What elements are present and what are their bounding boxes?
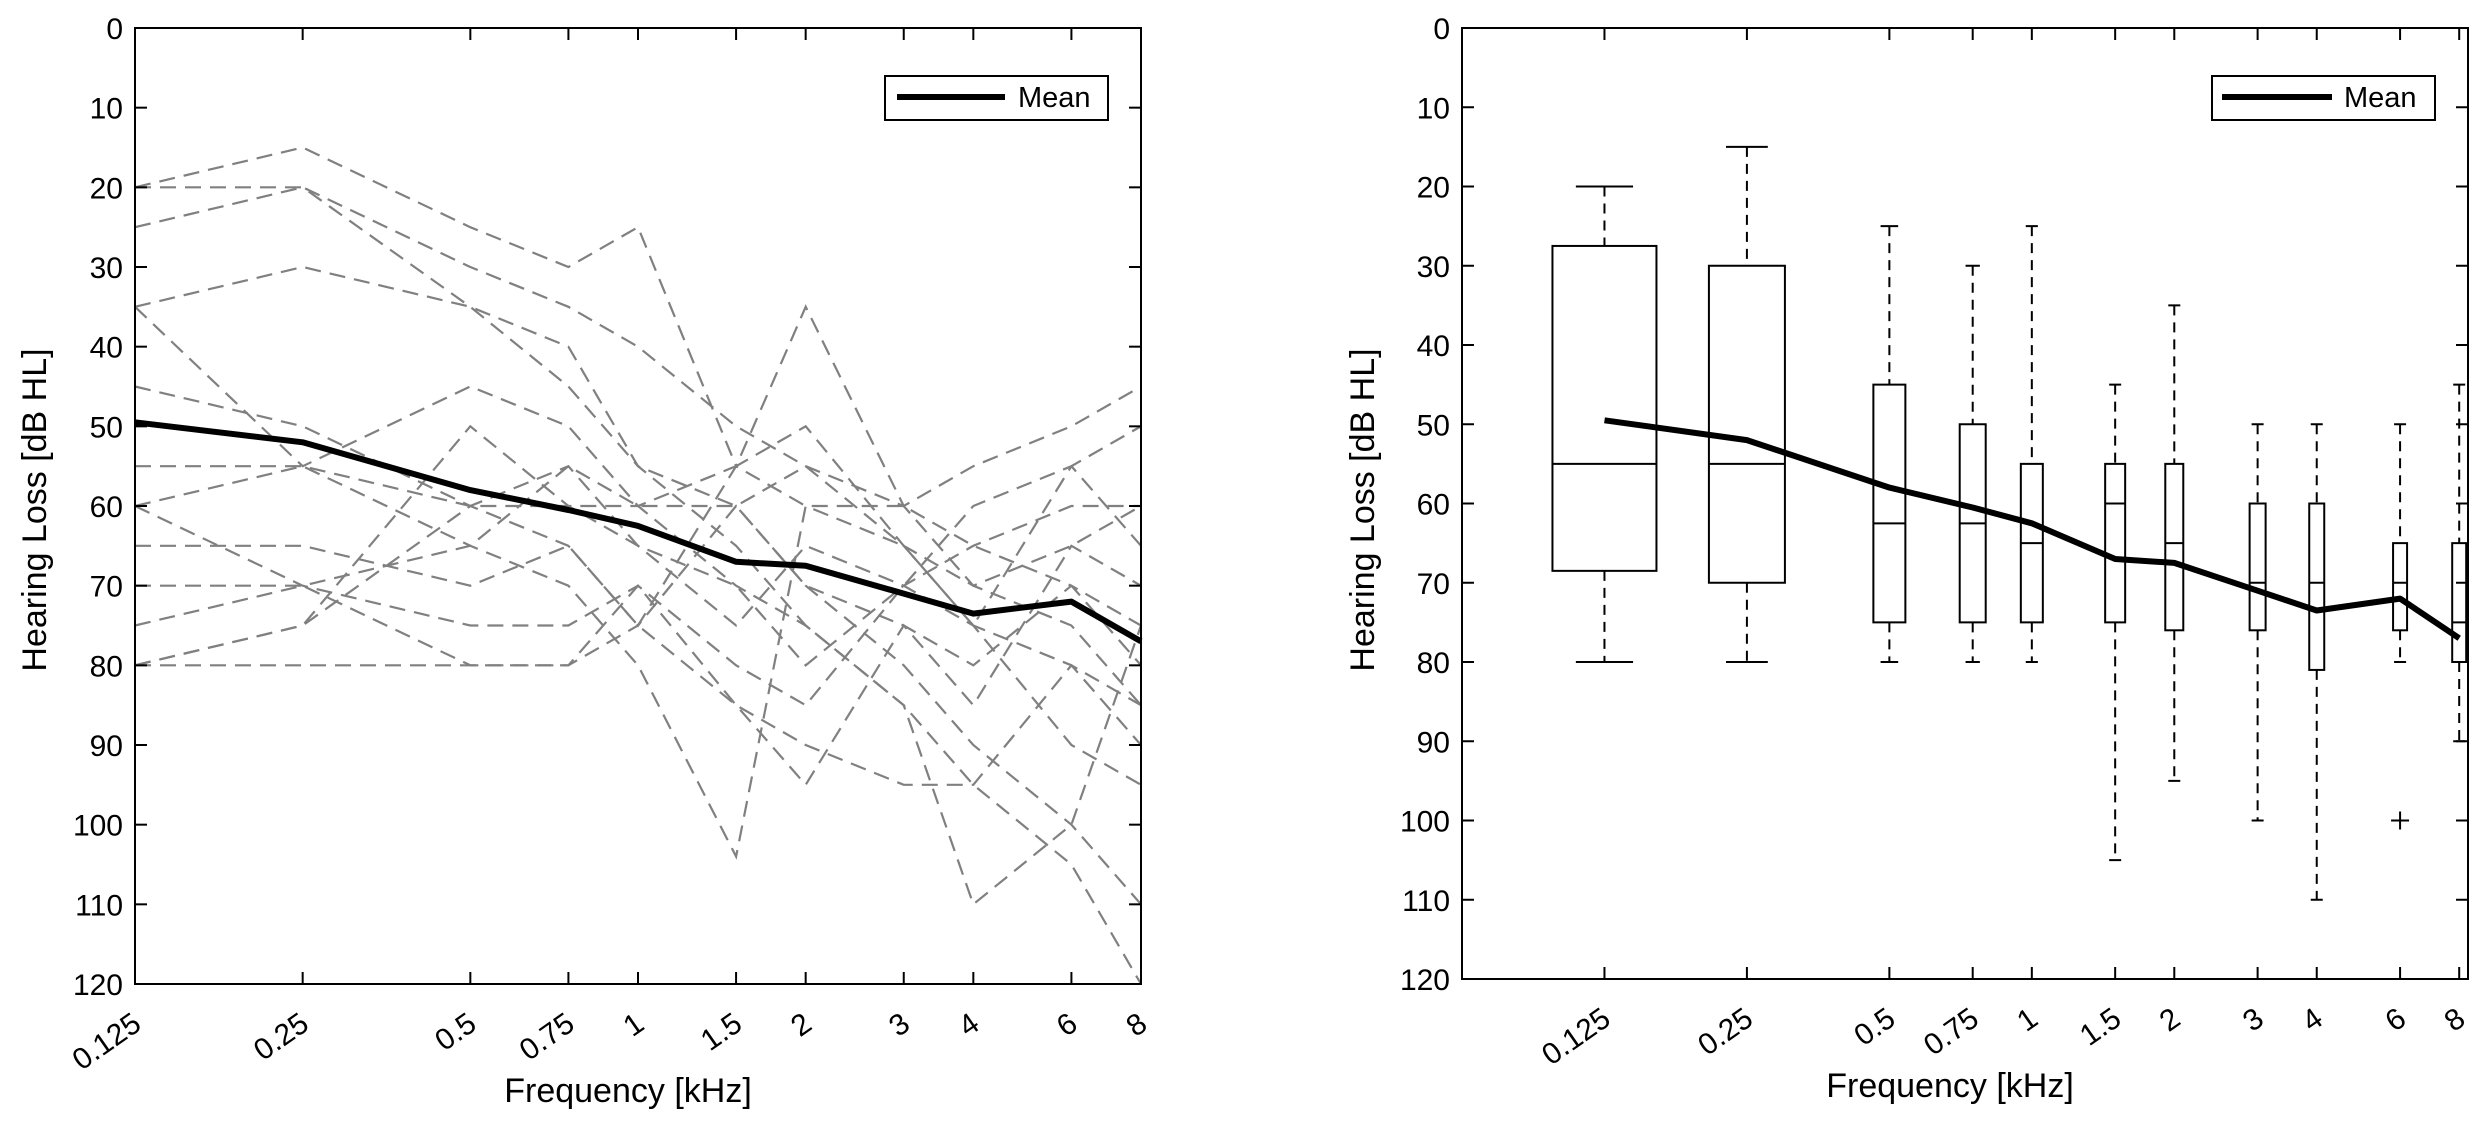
box-iqr [1551,244,1658,572]
left-ytick-label: 40 [90,332,123,365]
box-iqr [1872,383,1907,624]
left-ylabel: Hearing Loss [dB HL] [16,348,54,671]
left-ytick-label: 110 [75,889,123,922]
right-ytick-label: 70 [1417,568,1450,601]
box-iqr [2451,542,2468,663]
individual-line [134,464,1142,707]
left-xtick-label: 6 [1051,1007,1084,1044]
right-ytick-label: 90 [1417,726,1450,759]
left-axis-ticks: 0 10 20 30 40 50 60 70 80 90 100 110 120 0.125 0.25 0.5… [67,13,1153,1077]
right-ylabel: Hearing Loss [dB HL] [1344,348,1382,671]
left-ytick-label: 10 [90,93,123,126]
right-xtick-label: 2 [2154,1002,2187,1039]
left-chart-panel: 0 10 20 30 40 50 60 70 80 90 100 110 120 0.125 0.25 0.5… [16,13,1153,1110]
mean-line [134,419,1143,645]
box-iqr [2104,462,2127,624]
left-ytick-label: 100 [73,810,123,843]
left-individual-lines [134,146,1143,985]
left-ytick-label: 50 [90,411,123,444]
right-xtick-label: 6 [2379,1002,2412,1039]
left-xtick-label: 0.125 [67,1007,147,1077]
right-xtick-label: 1.5 [2074,1002,2127,1053]
left-xtick-label: 4 [953,1007,986,1044]
individual-line [134,464,1141,667]
right-xtick-label: 3 [2237,1002,2270,1039]
right-ytick-label: 30 [1417,251,1450,284]
box-iqr [2248,502,2267,632]
left-ytick-label: 70 [90,571,123,604]
right-ytick-label: 50 [1417,409,1450,442]
right-xtick-label: 4 [2296,1002,2329,1039]
right-ytick-label: 40 [1417,330,1450,363]
individual-line [134,465,1142,860]
left-legend-label: Mean [1018,82,1091,114]
left-ytick-label: 80 [90,650,123,683]
individual-line [135,464,1142,667]
left-ytick-label: 60 [90,491,123,524]
right-ytick-label: 110 [1402,885,1450,918]
individual-line [135,464,1142,706]
individual-line [134,306,1143,907]
individual-line [134,265,1142,906]
right-ytick-label: 0 [1433,13,1450,46]
box-iqr [1707,264,1786,584]
left-xtick-label: 0.5 [429,1007,482,1058]
right-ytick-label: 100 [1400,806,1450,839]
right-mean-layer [1604,417,2461,641]
left-ytick-label: 20 [90,172,123,205]
individual-line [134,504,1142,667]
box-iqr [2164,462,2185,632]
right-xtick-label: 1 [2011,1002,2044,1039]
left-xtick-label: 2 [785,1007,818,1044]
individual-line [134,385,1142,786]
right-xtick-label: 0.75 [1918,1002,1985,1063]
right-boxplots [1551,145,2468,901]
left-ytick-label: 120 [73,969,123,1002]
right-xtick-label: 8 [2439,1002,2472,1039]
individual-line [135,186,1142,985]
individual-line [134,424,1142,786]
box-iqr [2308,502,2326,671]
right-legend-label: Mean [2344,82,2417,114]
individual-line [135,544,1142,787]
right-legend: Mean [2211,75,2436,121]
left-legend: Mean [884,75,1109,121]
left-xtick-label: 0.25 [248,1007,315,1068]
box-iqr [2392,542,2409,632]
right-ytick-label: 60 [1417,489,1450,522]
right-xtick-label: 0.25 [1692,1002,1759,1063]
individual-line [135,304,1142,508]
right-xlabel: Frequency [kHz] [1826,1067,2074,1105]
right-xtick-label: 0.5 [1848,1002,1901,1053]
left-xtick-label: 0.75 [514,1007,581,1068]
left-xtick-label: 1.5 [695,1007,748,1058]
left-xtick-label: 1 [617,1007,650,1044]
left-ytick-label: 90 [90,730,123,763]
right-ytick-label: 120 [1400,964,1450,997]
left-xtick-label: 3 [883,1007,916,1044]
left-xtick-label: 8 [1120,1007,1153,1044]
right-ytick-label: 20 [1417,172,1450,205]
left-xlabel: Frequency [kHz] [504,1072,752,1110]
right-chart-panel: 0 10 20 30 40 50 60 70 80 90 100 110 120 0.125 0.25 0.5… [1344,13,2471,1105]
right-ytick-label: 80 [1417,647,1450,680]
right-ytick-label: 10 [1417,92,1450,125]
right-xtick-label: 0.125 [1536,1002,1616,1072]
left-ytick-label: 0 [106,13,123,46]
left-ytick-label: 30 [90,252,123,285]
left-mean-layer [134,419,1143,645]
right-axis-ticks: 0 10 20 30 40 50 60 70 80 90 100 110 120 0.125 0.25 0.5… [1400,13,2471,1072]
mean-line [1604,417,2461,641]
